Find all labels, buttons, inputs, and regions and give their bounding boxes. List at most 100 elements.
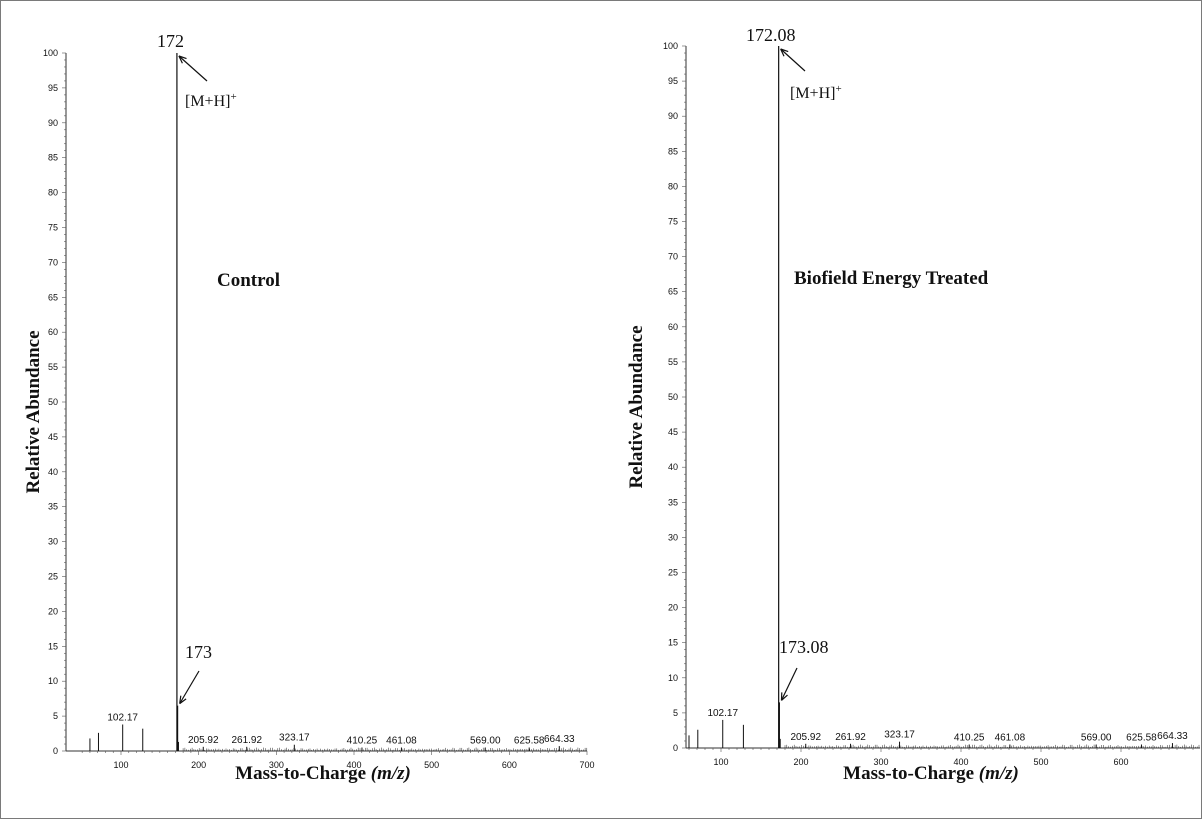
panel1-peak-label: 625.58: [514, 736, 545, 747]
panel2-peak-label: 461.08: [995, 732, 1026, 743]
panel2-peak-label: 569.00: [1081, 732, 1112, 743]
panel1-x-axis-unit: (m/z): [371, 763, 411, 784]
panel2-y-axis-title: Relative Abundance: [626, 325, 647, 488]
panel1-peak-label: 261.92: [231, 735, 262, 746]
panel2-y-tick-label: 85: [668, 146, 678, 156]
panel1-ion-label-superscript: +: [230, 91, 236, 103]
panel2-y-tick-label: 45: [668, 427, 678, 437]
panel2-y-tick-label: 25: [668, 568, 678, 578]
panel1-y-tick-label: 40: [48, 467, 58, 477]
panel1-y-tick-label: 75: [48, 223, 58, 233]
panel2-y-tick-label: 20: [668, 603, 678, 613]
panel2-peak-label: 102.17: [707, 708, 738, 719]
panel2-isotope-peak-arrowhead: [780, 692, 788, 701]
panel1-y-tick-label: 95: [48, 83, 58, 93]
panel1-y-tick-label: 65: [48, 292, 58, 302]
panel2-y-tick-label: 60: [668, 322, 678, 332]
panel2-main-peak-arrowhead: [780, 48, 789, 57]
panel1-y-tick-label: 50: [48, 397, 58, 407]
panel1-main-peak-arrowhead: [178, 55, 187, 64]
panel2-peak-label: 323.17: [884, 730, 915, 741]
panel1-y-tick-label: 10: [48, 676, 58, 686]
panel1-y-tick-label: 15: [48, 641, 58, 651]
panel1-y-tick-label: 30: [48, 537, 58, 547]
panel1-peak-label: 569.00: [470, 736, 501, 747]
panel1-main-peak-label: 172: [157, 31, 184, 51]
panel1-y-tick-label: 55: [48, 362, 58, 372]
panel1-x-tick-label: 600: [502, 760, 517, 770]
panel2-x-tick-label: 100: [713, 757, 728, 767]
panel2-y-tick-label: 35: [668, 497, 678, 507]
panel1-main-peak-arrow: [178, 55, 208, 82]
panel1-isotope-peak-arrowhead: [179, 695, 187, 705]
panel2-y-tick-label: 65: [668, 287, 678, 297]
panel2-x-tick-label: 200: [793, 757, 808, 767]
panel2-sample-title: Biofield Energy Treated: [794, 268, 989, 289]
panel1-ion-label: [M+H]+: [185, 91, 237, 110]
panel2-y-tick-label: 40: [668, 462, 678, 472]
panel1-y-tick-label: 20: [48, 606, 58, 616]
panel2-y-tick-label: 90: [668, 111, 678, 121]
panel2-x-tick-label: 400: [953, 757, 968, 767]
panel1-x-tick-label: 200: [191, 760, 206, 770]
panel1-x-tick-label: 100: [113, 760, 128, 770]
panel1-peak-label: 664.33: [544, 734, 575, 745]
panel1-x-tick-label: 400: [346, 760, 361, 770]
panel1-peak-label: 323.17: [279, 733, 310, 744]
panel2-x-tick-label: 500: [1033, 757, 1048, 767]
panel1-y-tick-label: 80: [48, 188, 58, 198]
panel1-y-tick-label: 0: [53, 746, 58, 756]
panel2-x-tick-label: 300: [873, 757, 888, 767]
panel2-y-tick-label: 0: [673, 743, 678, 753]
panel1-y-tick-label: 35: [48, 502, 58, 512]
panel2-y-tick-label: 50: [668, 392, 678, 402]
panel2-peak-label: 410.25: [954, 732, 985, 743]
panel2-ion-label-superscript: +: [835, 83, 841, 95]
panel1-y-tick-label: 90: [48, 118, 58, 128]
panel2-y-tick-label: 70: [668, 252, 678, 262]
panel2-x-axis-unit: (m/z): [979, 763, 1019, 784]
panel2-y-tick-label: 75: [668, 217, 678, 227]
panel1-y-tick-label: 5: [53, 711, 58, 721]
panel1-y-tick-label: 70: [48, 257, 58, 267]
panel1-y-tick-label: 60: [48, 327, 58, 337]
panel2-y-tick-label: 55: [668, 357, 678, 367]
panel2-peak-label: 625.58: [1126, 732, 1157, 743]
panel1-x-axis-title: Mass-to-Charge (m/z): [235, 763, 411, 784]
panel1-isotope-peak-label: 173: [185, 642, 212, 662]
panel2-x-tick-label: 600: [1113, 757, 1128, 767]
panel2-peak-label: 261.92: [835, 732, 866, 743]
panel2-isotope-peak-arrow: [780, 667, 798, 701]
panel1-y-axis-title: Relative Abundance: [23, 330, 44, 493]
panel1-y-tick-label: 25: [48, 572, 58, 582]
panel2-peak-label: 664.33: [1157, 731, 1188, 742]
panel2-y-tick-label: 80: [668, 181, 678, 191]
panel2-isotope-peak-label: 173.08: [779, 637, 829, 657]
panel2-main-peak-label: 172.08: [746, 25, 796, 45]
panel1-y-tick-label: 100: [43, 48, 58, 58]
panel1-peak-label: 205.92: [188, 735, 219, 746]
panel1-sample-title: Control: [217, 270, 280, 291]
panel1-y-tick-label: 85: [48, 153, 58, 163]
panel2-main-peak-arrow: [780, 48, 806, 72]
panel2-y-tick-label: 10: [668, 673, 678, 683]
panel2-y-tick-label: 30: [668, 532, 678, 542]
panel1-peak-label: 102.17: [107, 712, 138, 723]
panel1-x-tick-label: 500: [424, 760, 439, 770]
panel2-y-tick-label: 100: [663, 41, 678, 51]
panel1-baseline-noise: [182, 747, 588, 751]
panel1-x-tick-label: 700: [579, 760, 594, 770]
panel2-x-axis-title: Mass-to-Charge (m/z): [843, 763, 1019, 784]
panel2-y-tick-label: 95: [668, 76, 678, 86]
panel1-peak-label: 410.25: [347, 736, 378, 747]
panel2-y-tick-label: 15: [668, 638, 678, 648]
panel1-x-tick-label: 300: [269, 760, 284, 770]
panel1-y-tick-label: 45: [48, 432, 58, 442]
panel2-peak-label: 205.92: [790, 732, 821, 743]
panel1-isotope-peak-arrow: [179, 670, 200, 704]
panel2-ion-label: [M+H]+: [790, 83, 842, 102]
panel2-y-tick-label: 5: [673, 708, 678, 718]
panel2-baseline-noise: [784, 744, 1200, 748]
